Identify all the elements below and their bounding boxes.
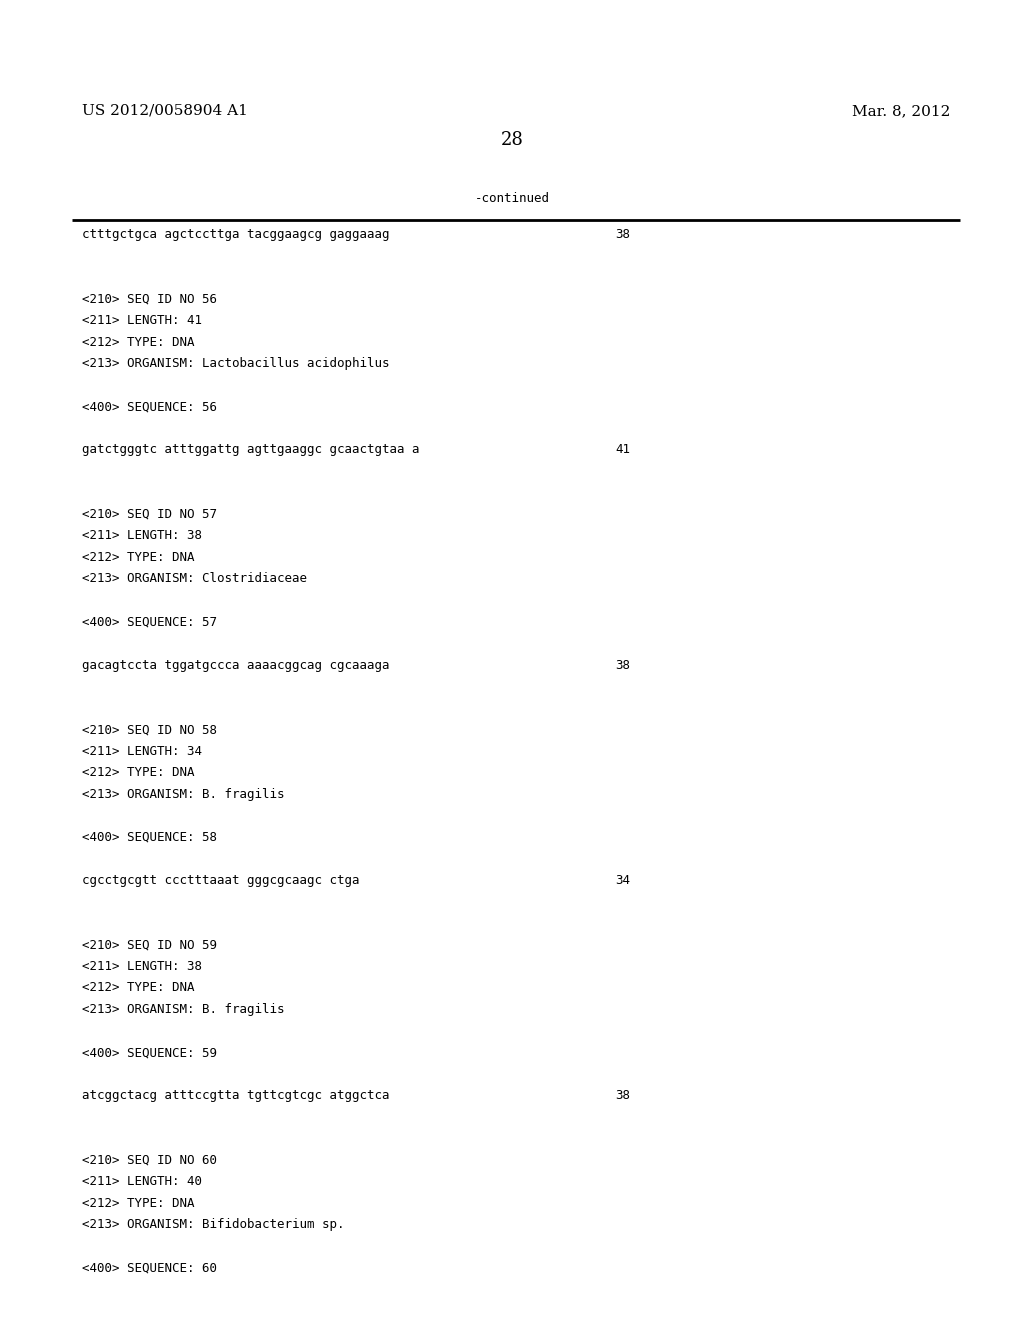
Text: 34: 34 [615, 874, 630, 887]
Text: <212> TYPE: DNA: <212> TYPE: DNA [82, 982, 195, 994]
Text: 38: 38 [615, 1089, 630, 1102]
Text: 28: 28 [501, 131, 523, 149]
Text: <210> SEQ ID NO 57: <210> SEQ ID NO 57 [82, 508, 217, 521]
Text: <212> TYPE: DNA: <212> TYPE: DNA [82, 766, 195, 779]
Text: 38: 38 [615, 228, 630, 242]
Text: <400> SEQUENCE: 56: <400> SEQUENCE: 56 [82, 400, 217, 413]
Text: <213> ORGANISM: B. fragilis: <213> ORGANISM: B. fragilis [82, 1003, 285, 1016]
Text: 41: 41 [615, 444, 630, 457]
Text: gatctgggtc atttggattg agttgaaggc gcaactgtaa a: gatctgggtc atttggattg agttgaaggc gcaactg… [82, 444, 420, 457]
Text: <213> ORGANISM: Lactobacillus acidophilus: <213> ORGANISM: Lactobacillus acidophilu… [82, 358, 389, 370]
Text: atcggctacg atttccgtta tgttcgtcgc atggctca: atcggctacg atttccgtta tgttcgtcgc atggctc… [82, 1089, 389, 1102]
Text: <211> LENGTH: 40: <211> LENGTH: 40 [82, 1175, 202, 1188]
Text: <211> LENGTH: 38: <211> LENGTH: 38 [82, 529, 202, 543]
Text: <400> SEQUENCE: 60: <400> SEQUENCE: 60 [82, 1262, 217, 1274]
Text: Mar. 8, 2012: Mar. 8, 2012 [852, 104, 950, 117]
Text: 38: 38 [615, 659, 630, 672]
Text: <213> ORGANISM: Clostridiaceae: <213> ORGANISM: Clostridiaceae [82, 573, 307, 586]
Text: -continued: -continued [474, 191, 550, 205]
Text: <210> SEQ ID NO 58: <210> SEQ ID NO 58 [82, 723, 217, 737]
Text: <212> TYPE: DNA: <212> TYPE: DNA [82, 550, 195, 564]
Text: <212> TYPE: DNA: <212> TYPE: DNA [82, 1197, 195, 1209]
Text: <210> SEQ ID NO 60: <210> SEQ ID NO 60 [82, 1154, 217, 1167]
Text: <400> SEQUENCE: 59: <400> SEQUENCE: 59 [82, 1045, 217, 1059]
Text: <210> SEQ ID NO 56: <210> SEQ ID NO 56 [82, 293, 217, 306]
Text: cgcctgcgtt ccctttaaat gggcgcaagc ctga: cgcctgcgtt ccctttaaat gggcgcaagc ctga [82, 874, 359, 887]
Text: <400> SEQUENCE: 57: <400> SEQUENCE: 57 [82, 615, 217, 628]
Text: <212> TYPE: DNA: <212> TYPE: DNA [82, 335, 195, 348]
Text: <210> SEQ ID NO 59: <210> SEQ ID NO 59 [82, 939, 217, 952]
Text: <211> LENGTH: 34: <211> LENGTH: 34 [82, 744, 202, 758]
Text: <211> LENGTH: 38: <211> LENGTH: 38 [82, 960, 202, 973]
Text: <213> ORGANISM: Bifidobacterium sp.: <213> ORGANISM: Bifidobacterium sp. [82, 1218, 344, 1232]
Text: <400> SEQUENCE: 58: <400> SEQUENCE: 58 [82, 830, 217, 843]
Text: gacagtccta tggatgccca aaaacggcag cgcaaaga: gacagtccta tggatgccca aaaacggcag cgcaaag… [82, 659, 389, 672]
Text: US 2012/0058904 A1: US 2012/0058904 A1 [82, 104, 248, 117]
Text: ctttgctgca agctccttga tacggaagcg gaggaaag: ctttgctgca agctccttga tacggaagcg gaggaaa… [82, 228, 389, 242]
Text: <213> ORGANISM: B. fragilis: <213> ORGANISM: B. fragilis [82, 788, 285, 801]
Text: <211> LENGTH: 41: <211> LENGTH: 41 [82, 314, 202, 327]
